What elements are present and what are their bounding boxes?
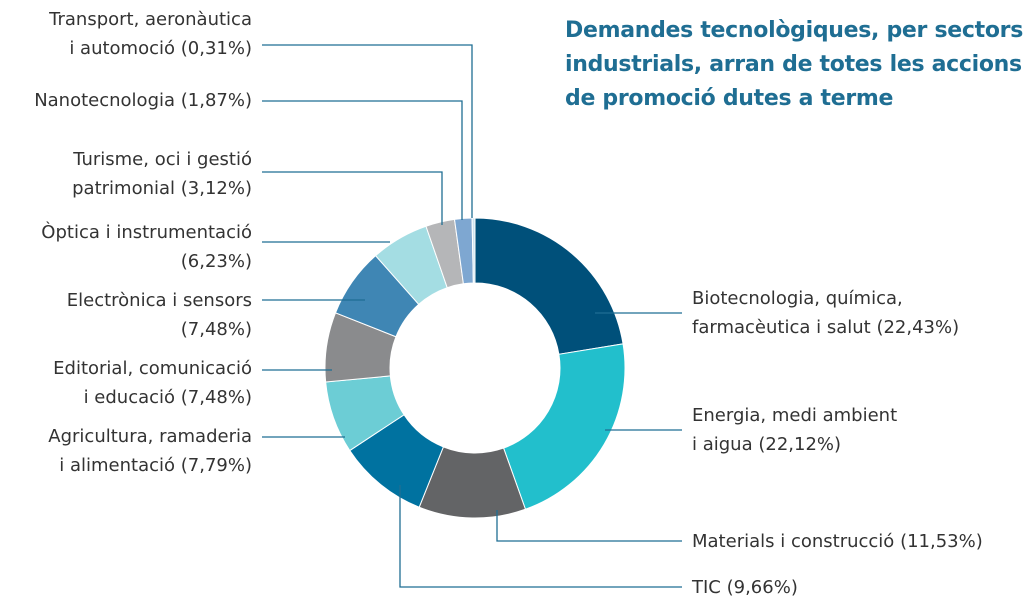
leader-line bbox=[262, 100, 463, 220]
slice-label: Turisme, oci i gestió patrimonial (3,12%… bbox=[72, 145, 252, 203]
category-label: Agricultura, ramaderia i alimentació bbox=[48, 426, 252, 476]
leader-line bbox=[399, 485, 682, 588]
category-label: Materials i construcció bbox=[692, 531, 895, 552]
leader-line bbox=[262, 171, 443, 225]
category-label: Nanotecnologia bbox=[34, 90, 176, 111]
value-label: (22,43%) bbox=[876, 317, 960, 338]
category-label: Editorial, comunicació i educació bbox=[53, 358, 252, 408]
value-label: (7,79%) bbox=[180, 455, 252, 476]
value-label: (7,48%) bbox=[180, 387, 252, 408]
donut-slice bbox=[474, 217, 624, 355]
donut-slice bbox=[502, 343, 626, 510]
donut-slice bbox=[471, 217, 476, 284]
slice-label: Transport, aeronàutica i automoció (0,31… bbox=[49, 5, 252, 63]
category-label: Energia, medi ambient i aigua bbox=[692, 405, 898, 455]
slice-label: Electrònica i sensors (7,48%) bbox=[67, 286, 252, 344]
value-label: (9,66%) bbox=[726, 577, 798, 598]
category-label: Biotecnologia, química, farmacèutica i s… bbox=[692, 288, 903, 338]
category-label: TIC bbox=[692, 577, 721, 598]
slice-label: Nanotecnologia (1,87%) bbox=[34, 86, 252, 115]
category-label: Transport, aeronàutica i automoció bbox=[49, 9, 252, 59]
value-label: (7,48%) bbox=[180, 319, 252, 340]
slice-label: TIC (9,66%) bbox=[692, 573, 798, 598]
leader-line bbox=[262, 44, 473, 218]
value-label: (22,12%) bbox=[758, 434, 842, 455]
category-label: Electrònica i sensors bbox=[66, 290, 252, 311]
leader-line bbox=[496, 510, 682, 542]
chart-title: Demandes tecnològiques, per sectors indu… bbox=[565, 18, 1023, 111]
value-label: (11,53%) bbox=[900, 531, 983, 552]
slice-label: Biotecnologia, química, farmacèutica i s… bbox=[692, 284, 959, 342]
value-label: (0,31%) bbox=[180, 38, 252, 59]
value-label: (1,87%) bbox=[180, 90, 252, 111]
slice-label: Agricultura, ramaderia i alimentació (7,… bbox=[48, 422, 252, 480]
value-label: (3,12%) bbox=[180, 178, 252, 199]
slice-label: Òptica i instrumentació (6,23%) bbox=[41, 218, 252, 276]
slice-label: Energia, medi ambient i aigua (22,12%) bbox=[692, 401, 897, 459]
category-label: Turisme, oci i gestió patrimonial bbox=[72, 149, 252, 199]
category-label: Òptica i instrumentació bbox=[41, 222, 252, 243]
slice-label: Editorial, comunicació i educació (7,48%… bbox=[53, 354, 252, 412]
slice-label: Materials i construcció (11,53%) bbox=[692, 527, 983, 556]
value-label: (6,23%) bbox=[180, 251, 252, 272]
